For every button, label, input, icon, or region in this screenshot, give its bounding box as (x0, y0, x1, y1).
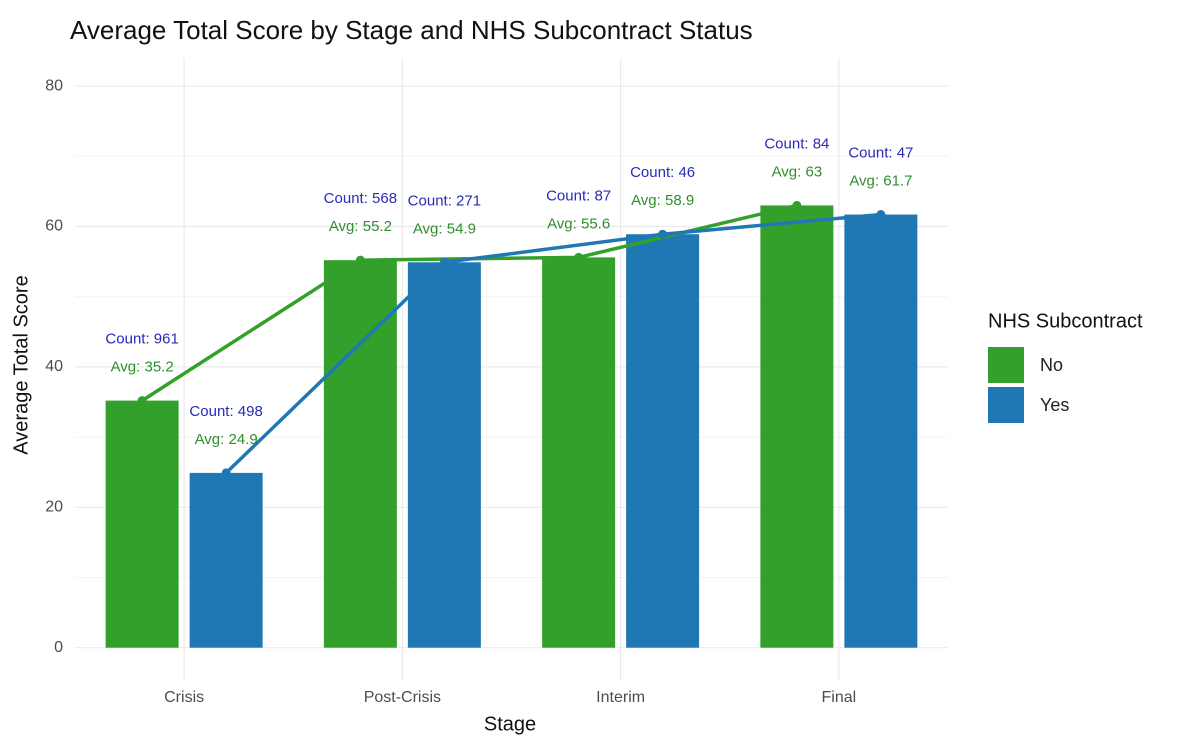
bar (323, 260, 397, 648)
value-label: Avg: 35.2 (111, 359, 174, 376)
x-tick-label: Post-Crisis (364, 689, 441, 706)
value-label: Avg: 63 (772, 163, 823, 180)
point (658, 229, 668, 239)
point (355, 255, 365, 265)
bar (189, 472, 263, 648)
bar (105, 400, 179, 648)
count-label: Count: 961 (105, 331, 178, 348)
point (574, 252, 584, 262)
point (221, 468, 231, 478)
legend-label: No (1040, 355, 1063, 375)
value-label: Avg: 24.9 (195, 431, 258, 448)
value-label: Avg: 55.2 (329, 218, 392, 235)
value-label: Avg: 58.9 (631, 192, 694, 209)
point (137, 396, 147, 406)
point (876, 210, 886, 220)
y-axis-title: Average Total Score (10, 275, 32, 454)
count-label: Count: 47 (848, 145, 913, 162)
y-tick-label: 40 (45, 358, 63, 375)
bar (760, 205, 834, 648)
legend-title: NHS Subcontract (988, 310, 1143, 332)
y-tick-label: 20 (45, 499, 63, 516)
point (792, 200, 802, 210)
line (224, 212, 882, 475)
y-tick-label: 60 (45, 218, 63, 235)
x-tick-label: Interim (596, 689, 645, 706)
bar (626, 234, 700, 648)
count-label: Count: 46 (630, 164, 695, 181)
count-label: Count: 271 (408, 192, 481, 209)
value-label: Avg: 61.7 (849, 173, 912, 190)
chart-title: Average Total Score by Stage and NHS Sub… (70, 15, 753, 45)
legend-label: Yes (1040, 395, 1069, 415)
y-tick-label: 80 (45, 77, 63, 94)
x-tick-label: Final (822, 689, 857, 706)
bar (844, 214, 918, 648)
bar (542, 257, 616, 648)
value-label: Avg: 54.9 (413, 220, 476, 237)
legend-key (988, 387, 1024, 423)
bar (407, 262, 481, 648)
count-label: Count: 84 (764, 135, 829, 152)
legend-key (988, 347, 1024, 383)
y-tick-label: 0 (54, 639, 63, 656)
count-label: Count: 568 (324, 190, 397, 207)
x-tick-label: Crisis (164, 689, 204, 706)
x-axis-title: Stage (484, 713, 536, 735)
count-label: Count: 87 (546, 187, 611, 204)
point (439, 257, 449, 267)
value-label: Avg: 55.6 (547, 215, 610, 232)
count-label: Count: 498 (189, 403, 262, 420)
